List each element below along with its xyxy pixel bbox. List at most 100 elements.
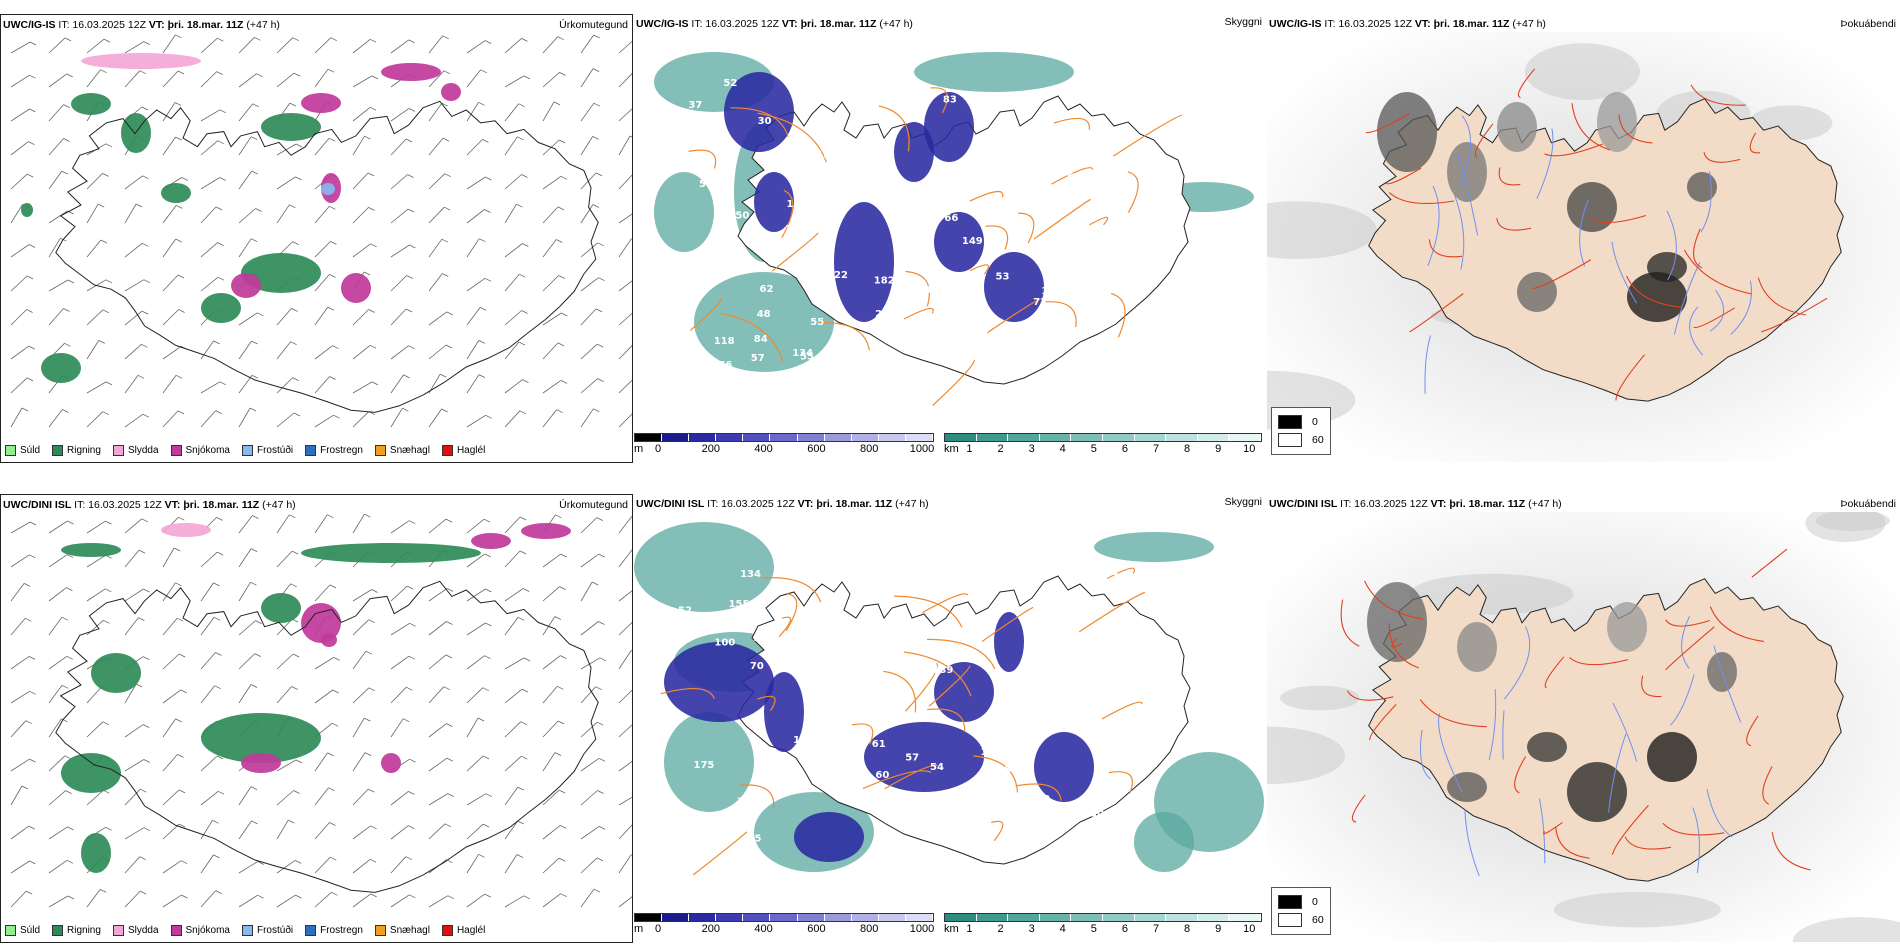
- road: [1388, 622, 1419, 669]
- road: [904, 651, 972, 697]
- river: [1666, 210, 1677, 281]
- wind-barb: [238, 820, 252, 840]
- road: [1662, 822, 1725, 836]
- wind-barb: [238, 375, 253, 394]
- wind-barb-flag: [441, 238, 449, 243]
- visibility-value-label: 182: [874, 275, 895, 286]
- wind-barb: [618, 689, 632, 704]
- fog-indicator-land: [1367, 582, 1737, 822]
- wind-barb: [48, 859, 68, 874]
- init-time: IT: 16.03.2025 12Z: [704, 498, 798, 510]
- lead-time: (+47 h): [259, 499, 296, 511]
- lead-time: (+47 h): [243, 19, 280, 31]
- wind-barb: [314, 752, 328, 772]
- road: [1347, 690, 1394, 701]
- wind-barb-flag: [485, 793, 493, 798]
- low-visibility-area: [664, 642, 774, 722]
- precip-area: [321, 183, 335, 195]
- wind-barb-flag: [370, 344, 377, 349]
- wind-barb-flag: [329, 584, 337, 589]
- colorbar-swatch: [689, 434, 717, 441]
- wind-barb: [428, 654, 447, 670]
- wind-barb-flag: [66, 73, 73, 78]
- wind-barb-flag: [441, 408, 448, 413]
- wind-barb: [276, 550, 293, 568]
- panel-title: Úrkomutegund: [559, 19, 628, 31]
- colorbar-tick: 200: [701, 443, 720, 455]
- wind-barb: [238, 620, 256, 636]
- road: [926, 638, 996, 670]
- valid-time: VT: þri. 18.mar. 11Z: [164, 499, 260, 511]
- visibility-value-label: 622: [1117, 689, 1138, 700]
- wind-barb: [48, 520, 68, 534]
- wind-barb: [618, 345, 632, 360]
- wind-barb: [542, 380, 562, 394]
- wind-barb: [162, 34, 176, 54]
- wind-barb: [276, 204, 290, 224]
- wind-barb-flag: [485, 588, 492, 593]
- wind-barb-flag: [293, 72, 301, 77]
- wind-barb-flag: [102, 309, 110, 314]
- road: [1665, 626, 1715, 671]
- wind-barb-flag: [363, 271, 371, 276]
- road: [1517, 68, 1536, 99]
- wind-barb-flag: [219, 109, 227, 114]
- wind-barb-flag: [364, 135, 371, 140]
- lead-time: (+47 h): [1509, 18, 1546, 30]
- wind-barb: [86, 411, 104, 428]
- wind-barb-flag: [175, 238, 182, 243]
- wind-barb-flag: [63, 104, 70, 108]
- wind-barb-flag: [102, 411, 109, 416]
- wind-barb: [580, 517, 598, 534]
- road: [1757, 277, 1806, 316]
- visibility-value-label: 155: [729, 599, 750, 610]
- wind-barb: [466, 622, 486, 636]
- wind-barb: [542, 342, 559, 360]
- panel-header: UWC/DINI ISL IT: 16.03.2025 12Z VT: þri.…: [3, 499, 296, 511]
- colorbar-swatch: [635, 914, 663, 921]
- wind-barb: [390, 374, 404, 394]
- panel-title: Úrkomutegund: [559, 499, 628, 511]
- wind-barb: [580, 721, 598, 738]
- wind-barb: [238, 37, 255, 54]
- wind-barb-flag: [560, 825, 567, 829]
- fog-legend-row: 0: [1278, 893, 1324, 911]
- wind-barb-flag: [257, 861, 264, 865]
- wind-barb: [314, 787, 329, 806]
- visibility-value-label: 183: [842, 152, 863, 163]
- colorbar-tick: 600: [807, 443, 826, 455]
- visibility-value-label: 76: [718, 360, 732, 371]
- colorbar-tick: 6: [1121, 443, 1128, 455]
- precip-legend-label: Slydda: [127, 925, 159, 936]
- fog-land-area: [1377, 92, 1437, 172]
- wind-barb-flag: [371, 75, 379, 80]
- visibility-value-label: 100: [1096, 735, 1117, 746]
- wind-barb-flag: [402, 407, 409, 412]
- wind-barb-flag: [554, 752, 562, 756]
- visibility-value-label: 149: [1029, 794, 1050, 805]
- colorbar-tick: 0: [654, 443, 662, 455]
- wind-barb-flag: [477, 717, 485, 722]
- wind-barb-flag: [561, 312, 568, 317]
- wind-barb-flag: [29, 74, 36, 79]
- wind-barb: [48, 138, 64, 156]
- wind-barb: [200, 340, 214, 360]
- wind-barb: [276, 618, 293, 636]
- visibility-value-label: 216: [1064, 85, 1085, 96]
- wind-barb: [504, 379, 523, 394]
- low-visibility-area: [794, 812, 864, 862]
- wind-barb: [162, 894, 182, 908]
- river: [1420, 729, 1432, 780]
- wind-barb-flag: [98, 203, 105, 208]
- wind-barb-flag: [174, 102, 182, 106]
- wind-barb-flag: [408, 345, 415, 350]
- road: [1771, 832, 1811, 871]
- river: [1502, 710, 1505, 760]
- visibility-value-label: 55: [800, 351, 814, 362]
- wind-barb-flag: [143, 41, 150, 45]
- wind-barb: [580, 308, 597, 326]
- road: [922, 593, 969, 614]
- wind-barb-flag: [482, 687, 489, 692]
- wind-barb-flag: [516, 854, 524, 858]
- wind-barb: [542, 857, 560, 874]
